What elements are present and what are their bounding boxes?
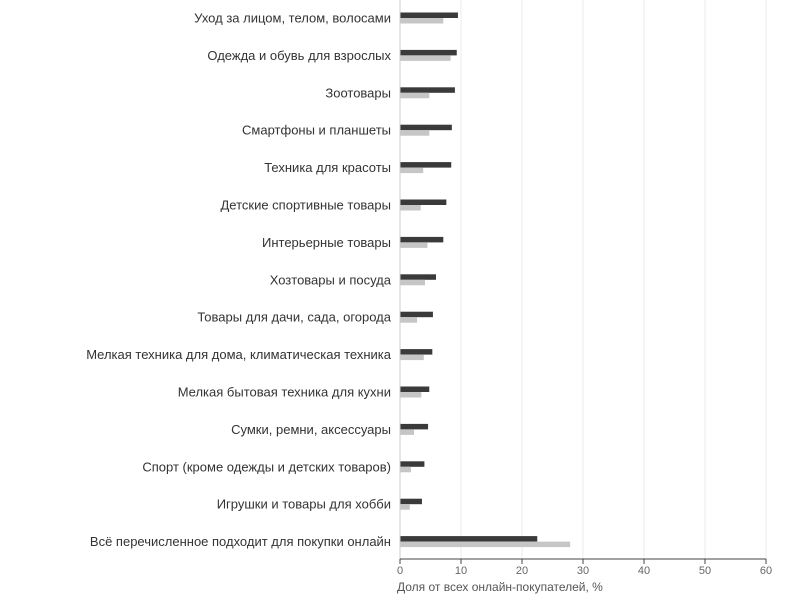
category-label: Уход за лицом, телом, волосами [194,11,391,26]
bar-series2-12 [400,466,411,473]
category-label: Одежда и обувь для взрослых [207,48,391,63]
x-axis-title: Доля от всех онлайн-покупателей, % [397,580,603,594]
bar-series2-4 [400,167,424,174]
bar-series1-6 [400,236,444,243]
x-tick-label: 30 [577,565,589,577]
bar-series1-11 [400,423,429,430]
category-label: Всё перечисленное подходит для покупки о… [90,534,391,549]
bar-series2-3 [400,130,430,136]
bar-series1-12 [400,461,425,467]
bar-series2-2 [400,92,430,99]
x-tick-label: 10 [455,565,467,577]
bar-series2-0 [400,18,444,24]
x-tick-label: 50 [699,565,711,577]
bar-series1-8 [400,311,433,318]
bar-series2-5 [400,205,421,211]
category-label: Сумки, ремни, аксессуары [231,422,391,437]
bar-series1-2 [400,87,455,93]
bar-series2-6 [400,242,428,248]
category-label: Мелкая бытовая техника для кухни [178,385,391,400]
category-label: Спорт (кроме одежды и детских товаров) [142,459,391,474]
bar-series2-11 [400,429,415,435]
bar-series2-10 [400,392,422,398]
bar-series1-1 [400,49,457,56]
bar-series2-1 [400,55,451,61]
category-label: Смартфоны и планшеты [242,123,391,138]
bar-series2-13 [400,504,410,510]
category-label: Зоотовары [325,85,391,100]
bar-series1-4 [400,162,452,168]
category-label: Интерьерные товары [262,235,391,250]
category-label: Хозтовары и посуда [270,272,392,287]
x-tick-label: 20 [516,565,528,577]
bar-series1-5 [400,199,447,205]
bar-series1-0 [400,12,458,18]
bar-series1-3 [400,124,452,131]
category-label: Мелкая техника для дома, климатическая т… [86,347,392,362]
category-label: Техника для красоты [264,160,391,175]
bar-series2-8 [400,317,418,323]
category-label: Товары для дачи, сада, огорода [197,310,391,325]
bar-series1-13 [400,498,422,505]
x-tick-label: 60 [760,565,772,577]
bar-series1-14 [400,536,538,542]
bar-series2-9 [400,354,424,361]
category-label: Игрушки и товары для хобби [217,497,391,512]
x-tick-label: 40 [638,565,650,577]
bar-series1-9 [400,349,433,355]
bar-series1-7 [400,274,436,280]
category-label: Детские спортивные товары [220,198,391,213]
bar-series1-10 [400,386,430,392]
x-tick-label: 0 [397,565,403,577]
bar-series2-14 [400,541,571,548]
bar-series2-7 [400,279,426,286]
